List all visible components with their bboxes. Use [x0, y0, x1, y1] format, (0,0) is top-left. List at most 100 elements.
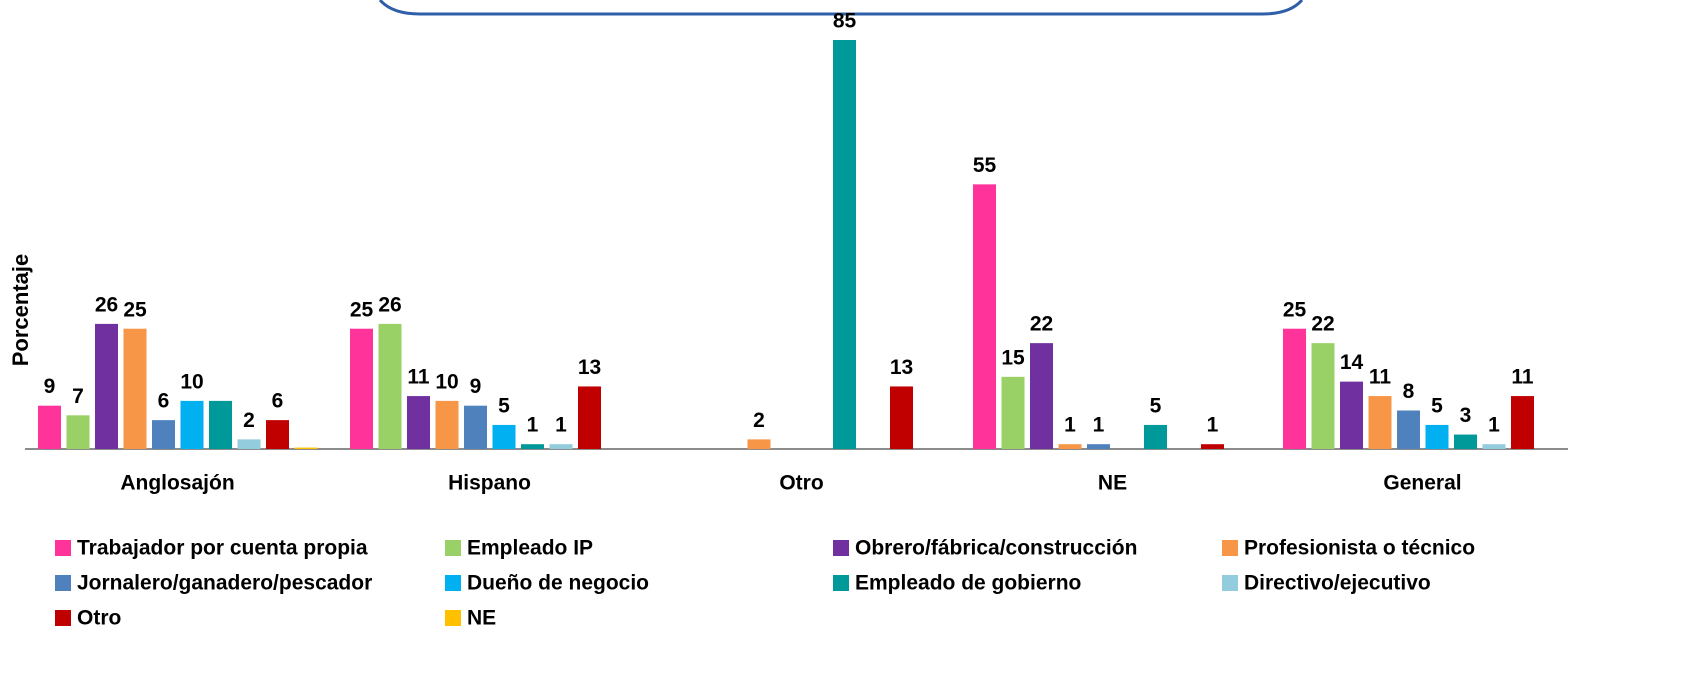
bar: [973, 184, 996, 449]
legend-swatch: [833, 575, 849, 591]
data-label: 1: [527, 414, 539, 437]
data-label: 1: [1093, 414, 1105, 437]
data-label: 55: [973, 154, 997, 177]
bar: [294, 447, 318, 449]
data-label: 7: [72, 385, 84, 408]
data-label: 1: [1488, 414, 1500, 437]
bar: [1001, 376, 1025, 449]
legend-label: Empleado de gobierno: [855, 572, 1081, 595]
bar: [209, 400, 232, 449]
legend-label: Profesionista o técnico: [1244, 537, 1475, 560]
data-label: 25: [1283, 298, 1307, 321]
bar: [1511, 396, 1534, 449]
bar: [1482, 444, 1506, 449]
legend-label: Dueño de negocio: [467, 572, 649, 595]
data-label: 6: [158, 390, 170, 413]
x-tick-label: Hispano: [448, 472, 531, 495]
legend-label: NE: [467, 607, 496, 630]
data-label: 6: [272, 390, 284, 413]
bar: [407, 396, 430, 449]
bar: [1368, 396, 1392, 449]
legend-swatch: [445, 610, 461, 626]
bar: [747, 439, 771, 449]
legend-label: Jornalero/ganadero/pescador: [77, 572, 372, 595]
bar: [1144, 424, 1167, 449]
data-label: 5: [498, 394, 510, 417]
bar: [1311, 343, 1335, 449]
data-label: 14: [1340, 351, 1364, 374]
data-label: 9: [44, 375, 56, 398]
data-label: 8: [1403, 380, 1415, 403]
bar: [378, 323, 402, 449]
data-label: 13: [890, 356, 913, 379]
data-label: 1: [1064, 414, 1076, 437]
data-label: 5: [1431, 394, 1443, 417]
data-label: 5: [1150, 394, 1162, 417]
bar: [1201, 444, 1224, 449]
bar: [1425, 424, 1449, 449]
x-tick-label: General: [1383, 472, 1461, 495]
data-label: 1: [555, 414, 567, 437]
legend-swatch: [1222, 540, 1238, 556]
data-label: 26: [95, 293, 118, 316]
x-tick-label: NE: [1098, 472, 1127, 495]
data-label: 85: [833, 10, 857, 33]
bar: [350, 328, 373, 449]
data-label: 11: [407, 366, 430, 389]
bar: [1058, 444, 1082, 449]
data-label: 1: [1207, 414, 1219, 437]
legend-swatch: [445, 575, 461, 591]
legend-swatch: [445, 540, 461, 556]
x-tick-label: Otro: [779, 472, 823, 495]
legend-label: Directivo/ejecutivo: [1244, 572, 1431, 595]
data-label: 13: [578, 356, 601, 379]
bar: [435, 400, 459, 449]
bar: [521, 444, 544, 449]
bar: [549, 444, 573, 449]
bar: [1087, 444, 1110, 449]
bar: [1397, 410, 1420, 449]
bar: [66, 415, 90, 449]
legend-label: Trabajador por cuenta propia: [77, 537, 368, 560]
bar: [890, 386, 913, 449]
legend-swatch: [55, 540, 71, 556]
data-label: 25: [350, 298, 374, 321]
bar: [1340, 381, 1363, 449]
bar: [833, 40, 856, 449]
legend-label: Empleado IP: [467, 537, 593, 560]
bar: [1283, 328, 1306, 449]
data-label: 11: [1511, 366, 1534, 389]
bar: [492, 424, 516, 449]
bar: [152, 420, 175, 449]
legend-swatch: [55, 575, 71, 591]
data-label: 2: [243, 409, 255, 432]
data-label: 9: [470, 375, 482, 398]
x-tick-label: Anglosajón: [120, 472, 234, 495]
legend-swatch: [833, 540, 849, 556]
legend-swatch: [55, 610, 71, 626]
data-label: 10: [435, 370, 458, 393]
bar: [1454, 434, 1477, 449]
legend-label: Obrero/fábrica/construcción: [855, 537, 1137, 560]
data-label: 26: [378, 293, 401, 316]
bar: [1030, 343, 1053, 449]
data-label: 2: [753, 409, 765, 432]
bar: [180, 400, 204, 449]
data-label: 22: [1030, 313, 1053, 336]
data-label: 22: [1311, 313, 1334, 336]
y-axis-label: Porcentaje: [8, 254, 33, 367]
bar: [266, 420, 289, 449]
data-label: 15: [1001, 346, 1025, 369]
legend-label: Otro: [77, 607, 121, 630]
title-box-edge: [378, 0, 1304, 16]
data-label: 10: [180, 370, 203, 393]
legend-swatch: [1222, 575, 1238, 591]
data-label: 25: [123, 298, 147, 321]
bar: [578, 386, 601, 449]
bar: [38, 405, 61, 449]
data-label: 11: [1369, 366, 1392, 389]
bar: [123, 328, 147, 449]
bar: [464, 405, 487, 449]
bar: [237, 439, 261, 449]
